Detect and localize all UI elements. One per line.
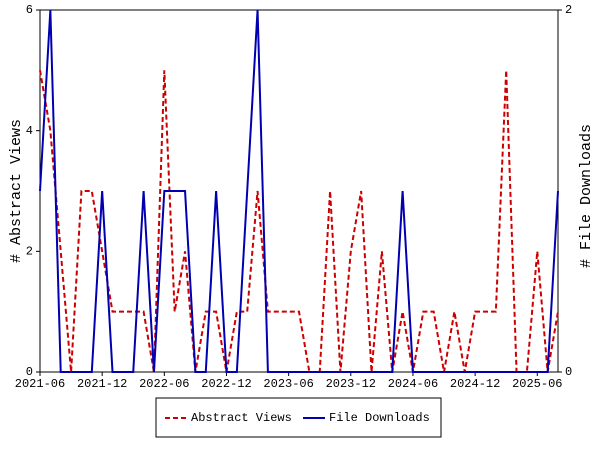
- series-line: [39, 70, 559, 373]
- y2-tick-label: 2: [565, 3, 572, 17]
- y2-axis-title: # File Downloads: [578, 124, 595, 268]
- x-tick-label: 2022-12: [201, 377, 251, 391]
- x-tick-label: 2021-12: [77, 377, 127, 391]
- y-axis-title: # Abstract Views: [8, 119, 25, 263]
- x-tick-label: 2025-06: [512, 377, 562, 391]
- y2-tick-label: 0: [565, 365, 572, 379]
- y-tick-label: 0: [26, 365, 33, 379]
- x-tick-label: 2022-06: [139, 377, 189, 391]
- series-line: [39, 9, 559, 373]
- y-tick-label: 4: [26, 124, 33, 138]
- legend-label: Abstract Views: [191, 411, 292, 425]
- y-tick-label: 6: [26, 3, 33, 17]
- y-tick-label: 2: [26, 245, 33, 259]
- legend-box: [155, 397, 442, 438]
- plot-frame: [39, 9, 559, 373]
- x-tick-label: 2021-06: [15, 377, 65, 391]
- x-tick-label: 2024-06: [388, 377, 438, 391]
- x-tick-label: 2024-12: [450, 377, 500, 391]
- x-tick-label: 2023-06: [263, 377, 313, 391]
- x-tick-label: 2023-12: [326, 377, 376, 391]
- legend-label: File Downloads: [329, 411, 430, 425]
